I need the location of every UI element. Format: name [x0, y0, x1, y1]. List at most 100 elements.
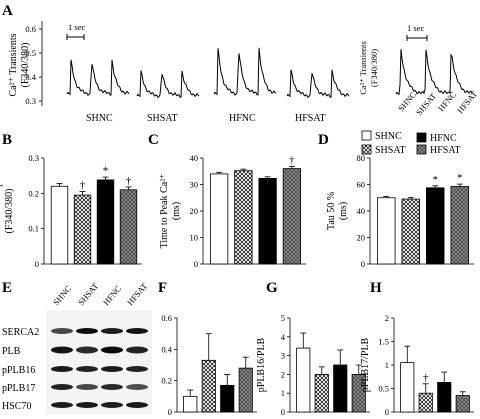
chart-c-sig-hfsat: †: [289, 154, 295, 166]
chart-b-tick-label: 0.2: [28, 188, 39, 198]
chart-b-ylabel-units: (F340/380): [4, 189, 15, 234]
chart-d-tick-label: 20: [357, 233, 366, 243]
chart-f-tick-label: 0.6: [161, 313, 172, 323]
chart-f-tick-label: 0.2: [161, 376, 172, 386]
blot-band-pplb16: [76, 366, 98, 372]
chart-c-bar-hfsat: [282, 168, 302, 265]
chart-g-bar-shnc: [296, 347, 311, 413]
chart-d-bar-shsat: [401, 198, 420, 265]
chart-f-bar-hfnc: [220, 384, 235, 413]
chart-d-ylabel-main: Tau 50 %: [326, 192, 337, 230]
blot-band-pplb16: [101, 366, 123, 372]
blot-band-pplb16: [51, 366, 73, 372]
chart-c-tick-label: 40: [190, 153, 199, 163]
chart-h-bar-shsat: [418, 392, 433, 413]
blot-band-hsc70: [126, 402, 148, 408]
blot-band-serca2: [51, 328, 73, 334]
blot-band-pplb16: [126, 366, 148, 372]
panel-label-e: E: [2, 280, 12, 296]
chart-d-tick-label: 60: [357, 180, 366, 190]
overlay-label-hfsat: HFSAT: [455, 88, 480, 115]
panel-a-scale-label: 1 sec: [68, 22, 85, 32]
blot-lane-hfsat: HFSAT: [125, 280, 150, 307]
legend-swatch-hfnc: [416, 132, 427, 143]
blot-protein-pplb16: pPLB16: [2, 365, 35, 376]
blot-band-plb: [76, 346, 98, 354]
western-blot: SHNC SHSAT HFNC HFSAT SERCA2 PLB pPLB16 …: [2, 280, 152, 414]
chart-g-bar-hfnc: [333, 364, 348, 413]
chart-b-bar-shsat: [73, 194, 92, 265]
chart-d-tick-label: 80: [357, 153, 366, 163]
legend-label-shnc: SHNC: [375, 131, 402, 142]
chart-h-ylabel: pPLB17/PLB: [360, 337, 371, 392]
chart-c-tick-label: 30: [190, 180, 199, 190]
chart-f: 00.20.40.6SERCA2/PLB: [143, 313, 257, 417]
chart-d-tick-label: 40: [357, 206, 366, 216]
panel-label-g: G: [266, 280, 278, 296]
blot-band-pplb17: [101, 384, 123, 390]
panel-a-yticks: 0.6 0.5 0.4 0.3: [25, 24, 42, 106]
chart-d-bar-hfnc: [426, 187, 445, 265]
chart-c-tick-label: 0: [194, 259, 198, 269]
chart-h-bar-shnc: [400, 362, 415, 413]
chart-c-bar-shsat: [234, 170, 253, 265]
blot-band-group: [51, 328, 148, 408]
chart-g-tick-label: 5: [281, 313, 285, 323]
overlay-ylabel-main: Ca²⁺ Transients: [358, 41, 368, 95]
chart-c-ylabel-main: Time to Peak Ca²⁺: [159, 174, 170, 249]
legend-label-hfnc: HFNC: [430, 133, 457, 144]
chart-f-tick-label: 0: [168, 407, 172, 417]
chart-f-tick-label: 0.4: [161, 344, 172, 354]
blot-protein-pplb17: pPLB17: [2, 383, 35, 394]
chart-c-bar-shnc: [209, 173, 229, 265]
chart-g-ylabel: pPLB16/PLB: [256, 337, 267, 392]
blot-band-plb: [126, 346, 148, 354]
chart-d-ylabel-units: (ms): [338, 202, 349, 220]
trace-label-shnc: SHNC: [86, 113, 113, 124]
blot-protein-hsc70: HSC70: [2, 401, 31, 412]
chart-b-tick-label: 0.1: [28, 224, 39, 234]
blot-band-serca2: [126, 328, 148, 334]
panel-a-overlay: Ca²⁺ Transients (F340/380) 1 sec SHNC SH…: [358, 23, 480, 117]
chart-h-tick-label: 1: [385, 360, 389, 370]
chart-b: 0 0.1 0.2 0.3 Ca²⁺ Transient Amplitude(F340/…: [0, 153, 142, 269]
trace-label-hfnc: HFNC: [229, 113, 256, 124]
chart-h: 0 0.5 1 1.5 2 pPLB17/PLB †: [360, 313, 474, 417]
chart-d-tick-label: 0: [361, 259, 365, 269]
chart-g-tick-label: 4: [281, 332, 286, 342]
panel-label-c: C: [148, 132, 159, 148]
trace-shnc: [66, 59, 130, 96]
chart-b-tick-label: 0: [35, 259, 39, 269]
chart-g-tick-label: 0: [281, 407, 285, 417]
blot-lane-hfnc: HFNC: [101, 283, 123, 307]
chart-d-bar-shnc: [377, 197, 396, 265]
chart-c: 0 10 20 30 40 Time to Peak Ca²⁺ (ms) †: [159, 153, 306, 269]
overlay-label-shsat: SHSAT: [414, 90, 439, 117]
overlay-trace-group: [395, 49, 473, 96]
chart-b-bar-hfsat: [119, 189, 138, 265]
chart-b-sig-shsat: †: [80, 180, 86, 192]
chart-g: 0 1 2 3 4 5 pPLB16/PLB: [256, 313, 370, 417]
blot-band-pplb17: [76, 384, 98, 390]
blot-band-plb: [101, 346, 123, 354]
chart-g-tick-label: 2: [281, 369, 285, 379]
chart-d-sig-hfnc: *: [433, 174, 439, 186]
chart-h-bar-hfsat: [455, 395, 470, 413]
panel-label-h: H: [370, 280, 382, 296]
chart-d: 0 20 40 60 80 Tau 50 % (ms) * *: [326, 153, 474, 269]
trace-label-shsat: SHSAT: [147, 113, 178, 124]
chart-c-bar-hfnc: [258, 178, 277, 265]
chart-f-bar-shsat: [201, 359, 216, 413]
panel-a-tick-label: 0.6: [25, 24, 36, 34]
chart-h-tick-label: 1.5: [378, 337, 389, 347]
chart-f-bar-hfsat: [238, 367, 253, 413]
panel-label-b: B: [2, 132, 12, 148]
blot-band-pplb17: [126, 384, 148, 390]
blot-lane-shsat: SHSAT: [76, 280, 101, 307]
blot-lane-shnc: SHNC: [51, 283, 73, 307]
chart-c-tick-label: 10: [190, 233, 199, 243]
panel-a-ylabel-main: Ca²⁺ Transients: [8, 33, 19, 96]
panel-a-tick-label: 0.3: [25, 96, 36, 106]
chart-b-bar-shnc: [50, 185, 69, 265]
